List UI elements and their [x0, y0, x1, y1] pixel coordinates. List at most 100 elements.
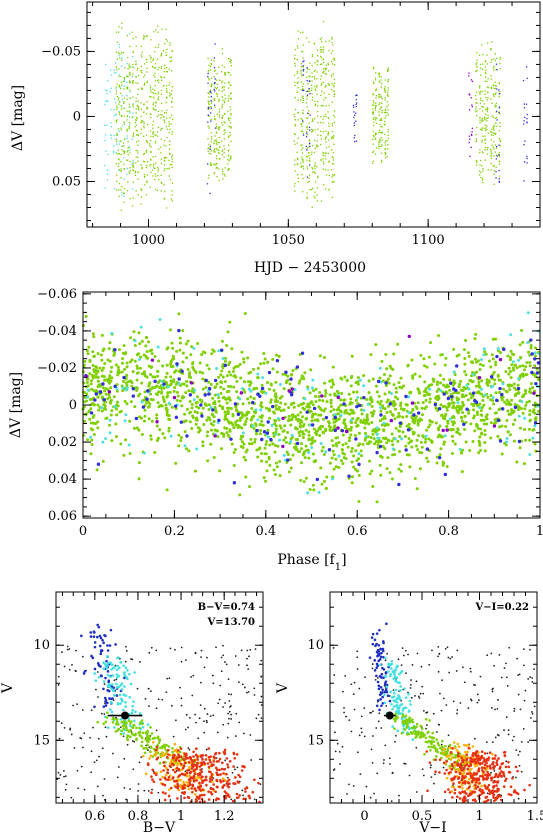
- phased-point: [350, 475, 354, 479]
- phased-point: [371, 429, 375, 433]
- phased-point: [355, 390, 359, 394]
- lightcurve-point: [476, 59, 478, 61]
- lightcurve-point: [490, 75, 492, 77]
- phased-point: [438, 381, 442, 385]
- phased-point: [331, 477, 335, 481]
- lightcurve-point: [320, 48, 322, 51]
- lightcurve-point: [116, 83, 118, 85]
- lightcurve-point: [120, 114, 123, 117]
- lightcurve-point: [300, 117, 302, 119]
- phased-point: [398, 435, 402, 439]
- cmd-bv-point: [246, 664, 248, 667]
- cmd-bv-point: [102, 641, 105, 645]
- lightcurve-point: [297, 87, 299, 89]
- phased-point: [500, 398, 504, 402]
- lightcurve-point: [131, 138, 133, 140]
- lightcurve-point: [128, 172, 131, 174]
- lightcurve-point: [166, 128, 168, 130]
- cmd-bv-point: [192, 674, 195, 677]
- phased-ytick-label: 0: [69, 398, 77, 413]
- lightcurve-point: [129, 160, 131, 163]
- phased-point: [264, 406, 268, 410]
- phased-point: [427, 355, 431, 359]
- phased-point: [209, 442, 213, 446]
- cmd-bv-point: [238, 721, 241, 724]
- lightcurve-point: [331, 75, 333, 78]
- phased-point: [478, 435, 482, 439]
- lightcurve-point: [479, 152, 481, 154]
- phased-point: [353, 433, 357, 437]
- phased-point: [393, 417, 397, 421]
- lightcurve-point: [479, 108, 481, 110]
- cmd-bv-point: [227, 678, 230, 681]
- lightcurve-point: [164, 157, 166, 159]
- phased-point: [534, 416, 538, 420]
- lightcurve-point: [160, 158, 163, 160]
- phased-point: [354, 449, 358, 453]
- lightcurve-point: [307, 181, 309, 183]
- lightcurve-point: [486, 149, 488, 151]
- lightcurve-point: [309, 188, 311, 191]
- lightcurve-point: [154, 67, 156, 69]
- lightcurve-point: [146, 80, 149, 83]
- lightcurve-point: [316, 146, 318, 148]
- cmd-bv-point: [108, 644, 112, 647]
- phased-point: [438, 453, 442, 457]
- phased-point: [375, 450, 379, 455]
- phased-point: [227, 435, 231, 439]
- phased-point: [217, 375, 221, 379]
- lightcurve-point: [378, 72, 381, 74]
- lightcurve-point: [328, 70, 330, 72]
- phased-point: [239, 437, 243, 441]
- phased-point: [493, 418, 497, 422]
- lightcurve-point: [308, 180, 310, 182]
- phased-point: [480, 392, 484, 396]
- phased-point: [240, 413, 244, 417]
- lightcurve-point: [308, 126, 311, 129]
- phased-point: [170, 405, 174, 409]
- lightcurve-point: [140, 196, 143, 198]
- phased-point: [428, 387, 432, 391]
- phased-point: [467, 411, 471, 415]
- lightcurve-point: [487, 78, 489, 80]
- phased-point: [521, 364, 525, 368]
- cmd-bv-point: [106, 673, 110, 677]
- lightcurve-point: [384, 148, 386, 151]
- lightcurve-point: [294, 84, 296, 87]
- lightcurve-point: [314, 129, 316, 131]
- cmd-bv-point: [260, 659, 263, 662]
- lightcurve-point: [157, 170, 159, 172]
- lightcurve-point: [129, 149, 131, 151]
- phased-point: [354, 437, 358, 441]
- phased-point: [347, 439, 351, 443]
- lightcurve-point: [224, 97, 226, 100]
- lightcurve-point: [322, 81, 324, 84]
- cmd-bv-point: [205, 719, 208, 722]
- lightcurve-point: [132, 132, 135, 134]
- lightcurve-point: [380, 119, 383, 122]
- lightcurve-point: [355, 112, 357, 114]
- phased-point: [193, 469, 197, 473]
- lightcurve-point: [479, 85, 481, 87]
- phased-point: [200, 412, 204, 416]
- phased-point: [255, 428, 259, 433]
- phased-point: [311, 403, 315, 407]
- phased-point: [376, 439, 380, 443]
- lightcurve-point: [301, 96, 303, 98]
- phased-point: [150, 419, 154, 423]
- phased-xtick-label: 0.6: [347, 524, 368, 539]
- phased-point: [527, 350, 531, 354]
- phased-point: [405, 424, 409, 428]
- lightcurve-point: [223, 86, 225, 88]
- phased-point: [390, 432, 394, 436]
- phased-point: [407, 411, 411, 415]
- phased-point: [155, 438, 159, 442]
- phased-point: [244, 458, 248, 462]
- phased-point: [378, 444, 383, 449]
- lightcurve-point: [165, 125, 167, 128]
- lightcurve-point: [311, 168, 314, 170]
- lightcurve-point: [157, 91, 160, 93]
- cmd-bv-point: [119, 702, 122, 705]
- phased-point: [349, 408, 353, 412]
- lightcurve-point: [355, 94, 358, 96]
